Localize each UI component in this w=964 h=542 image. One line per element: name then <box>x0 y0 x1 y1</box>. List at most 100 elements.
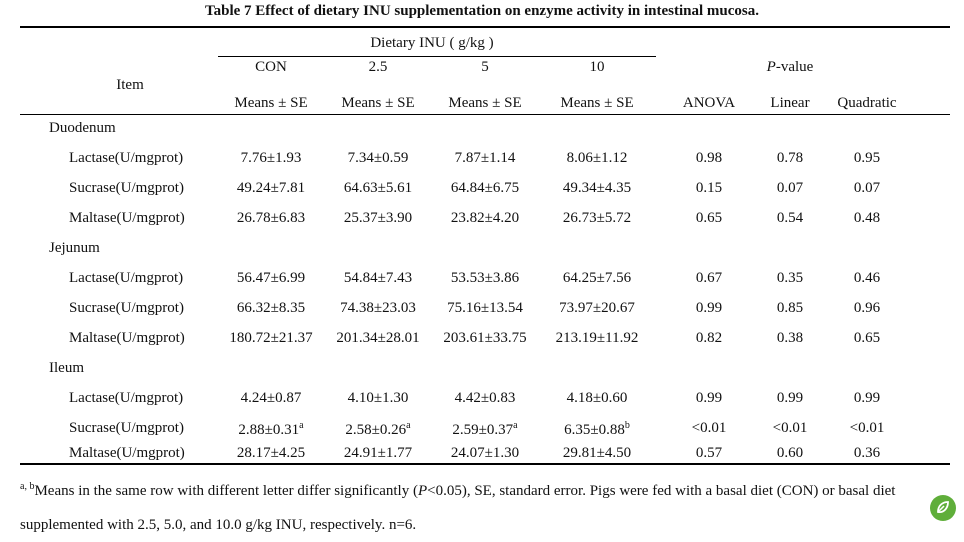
header-pvalue-rest: -value <box>775 59 814 75</box>
section-label: Duodenum <box>49 120 116 136</box>
table-cell-mean: 7.76±1.93 <box>241 150 302 167</box>
header-pvalue-italic: P <box>766 59 776 75</box>
mean-value: 24.91±1.77 <box>343 445 413 461</box>
table-cell-mean: 201.34±28.01 <box>336 330 419 347</box>
table-cell-anova: 0.82 <box>695 330 723 346</box>
mean-value: 24.07±1.30 <box>450 445 520 461</box>
table-cell-mean: 49.24±7.81 <box>237 180 305 197</box>
significance-letter: a <box>406 420 411 431</box>
mean-value: 64.25±7.56 <box>562 270 632 286</box>
header-quadratic: Quadratic <box>837 95 897 111</box>
table-cell-anova: 0.57 <box>695 445 723 461</box>
table-cell-mean: 54.84±7.43 <box>344 270 412 287</box>
table-cell-mean: 6.35±0.88b <box>564 420 630 439</box>
table-cell-mean: 7.34±0.59 <box>348 150 409 167</box>
mean-value: 4.10±1.30 <box>347 390 409 406</box>
mean-value: 73.97±20.67 <box>559 300 635 316</box>
table-cell-mean: 29.81±4.50 <box>563 445 631 462</box>
mean-value: 4.42±0.83 <box>454 390 516 406</box>
row-item-label: Maltase(U/mgprot) <box>69 445 185 461</box>
table-cell-anova: 0.99 <box>695 390 723 406</box>
header-dose-5: 5 <box>481 59 489 75</box>
mean-value: 203.61±33.75 <box>443 330 527 346</box>
table-cell-quadratic: 0.46 <box>853 270 881 286</box>
header-dose-con: CON <box>255 59 287 75</box>
header-means-10: Means ± SE <box>560 95 634 111</box>
table-cell-linear: 0.99 <box>776 390 804 406</box>
significance-letter: b <box>624 420 630 431</box>
row-item-label: Sucrase(U/mgprot) <box>69 420 184 436</box>
table-cell-anova: 0.15 <box>695 180 723 196</box>
top-rule <box>20 26 950 28</box>
leaf-icon <box>930 495 956 521</box>
table-cell-quadratic: 0.96 <box>853 300 881 316</box>
mean-value: 29.81±4.50 <box>562 445 632 461</box>
row-item-label: Lactase(U/mgprot) <box>69 390 184 406</box>
mean-value: 6.35±0.88 <box>564 422 625 438</box>
header-linear: Linear <box>770 95 810 111</box>
table-cell-mean: 25.37±3.90 <box>344 210 412 227</box>
table-cell-quadratic: 0.36 <box>853 445 881 461</box>
row-item-label: Lactase(U/mgprot) <box>69 270 184 286</box>
leaf-icon-svg <box>937 501 949 514</box>
mean-value: 23.82±4.20 <box>450 210 520 226</box>
table-cell-mean: 203.61±33.75 <box>443 330 526 347</box>
table-cell-linear: 0.60 <box>776 445 804 461</box>
table-cell-mean: 4.24±0.87 <box>241 390 302 407</box>
table-cell-linear: <0.01 <box>772 420 808 436</box>
mean-value: 2.59±0.37 <box>452 422 514 438</box>
table-cell-mean: 24.91±1.77 <box>344 445 412 462</box>
footnote-p-italic: P <box>417 483 428 499</box>
table-cell-mean: 4.18±0.60 <box>567 390 628 407</box>
header-dose-2-5: 2.5 <box>368 59 388 75</box>
mean-value: 25.37±3.90 <box>343 210 413 226</box>
table-cell-anova: <0.01 <box>691 420 727 436</box>
section-label: Jejunum <box>49 240 100 256</box>
table-cell-linear: 0.54 <box>776 210 804 226</box>
table-cell-mean: 64.84±6.75 <box>451 180 519 197</box>
mean-value: 74.38±23.03 <box>340 300 416 316</box>
mean-value: 75.16±13.54 <box>447 300 523 316</box>
row-item-label: Lactase(U/mgprot) <box>69 150 184 166</box>
mean-value: 26.73±5.72 <box>562 210 632 226</box>
section-label: Ileum <box>49 360 84 376</box>
table-cell-mean: 66.32±8.35 <box>237 300 305 317</box>
dietary-rule <box>218 56 656 57</box>
table-cell-anova: 0.67 <box>695 270 723 286</box>
table-cell-mean: 2.59±0.37a <box>452 420 517 439</box>
row-item-label: Sucrase(U/mgprot) <box>69 300 184 316</box>
table-cell-quadratic: 0.95 <box>853 150 881 166</box>
header-pvalue: P-value <box>767 59 814 76</box>
mean-value: 213.19±11.92 <box>555 330 639 346</box>
mean-value: 56.47±6.99 <box>236 270 306 286</box>
table-cell-linear: 0.38 <box>776 330 804 346</box>
table-cell-anova: 0.98 <box>695 150 723 166</box>
table-cell-quadratic: 0.48 <box>853 210 881 226</box>
row-item-label: Maltase(U/mgprot) <box>69 210 185 226</box>
table-cell-mean: 64.25±7.56 <box>563 270 631 287</box>
header-dose-10: 10 <box>589 59 605 75</box>
table-cell-mean: 56.47±6.99 <box>237 270 305 287</box>
table-cell-mean: 180.72±21.37 <box>229 330 312 347</box>
mean-value: 7.87±1.14 <box>454 150 516 166</box>
header-means-2-5: Means ± SE <box>341 95 415 111</box>
table-cell-linear: 0.78 <box>776 150 804 166</box>
footnote-part1: Means in the same row with different let… <box>34 483 418 499</box>
table-cell-quadratic: 0.99 <box>853 390 881 406</box>
header-anova: ANOVA <box>682 95 736 111</box>
row-item-label: Sucrase(U/mgprot) <box>69 180 184 196</box>
table-cell-mean: 4.10±1.30 <box>348 390 409 407</box>
header-item: Item <box>116 77 144 93</box>
mean-value: 26.78±6.83 <box>236 210 306 226</box>
mean-value: 49.34±4.35 <box>562 180 632 196</box>
table-cell-quadratic: 0.65 <box>853 330 881 346</box>
table-cell-mean: 7.87±1.14 <box>455 150 516 167</box>
table-cell-mean: 75.16±13.54 <box>447 300 523 317</box>
mean-value: 4.18±0.60 <box>566 390 628 406</box>
table-cell-mean: 26.73±5.72 <box>563 210 631 227</box>
significance-letter: a <box>299 420 304 431</box>
table-cell-mean: 4.42±0.83 <box>455 390 516 407</box>
mean-value: 28.17±4.25 <box>236 445 306 461</box>
table-cell-quadratic: 0.07 <box>853 180 881 196</box>
table-cell-linear: 0.35 <box>776 270 804 286</box>
